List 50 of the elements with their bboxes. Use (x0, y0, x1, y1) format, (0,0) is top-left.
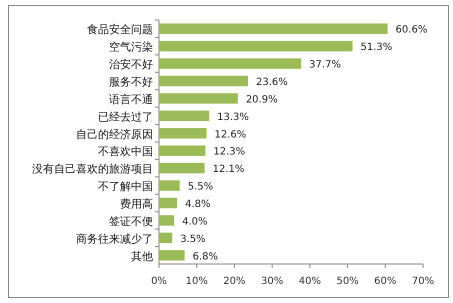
bar (159, 110, 210, 122)
data-label: 51.3% (360, 42, 392, 54)
bar (159, 180, 180, 191)
data-label: 23.6% (256, 77, 288, 88)
bar (159, 198, 178, 208)
y-tick-label: 服务不好 (109, 76, 153, 88)
y-tick-label: 商务往来减少了 (76, 232, 153, 246)
bar (159, 250, 185, 261)
y-tick-label: 签证不便 (109, 214, 153, 228)
data-label: 4.0% (182, 216, 208, 228)
bar (159, 40, 352, 52)
y-tick-label: 自己的经济原因 (76, 128, 153, 141)
bar (159, 58, 302, 69)
bar (159, 76, 248, 86)
y-tick-label: 已经去过了 (98, 110, 153, 124)
data-label: 12.3% (213, 146, 246, 158)
y-tick-label: 不喜欢中国 (98, 145, 153, 158)
y-tick-label: 其他 (131, 250, 153, 263)
bar (159, 145, 206, 156)
x-tick-label: 10% (186, 276, 208, 287)
bar (159, 162, 205, 174)
data-label: 37.7% (309, 60, 341, 71)
x-tick-label: 0% (151, 276, 167, 287)
bar (159, 128, 207, 139)
y-tick-label: 治安不好 (109, 58, 153, 72)
x-tick-label: 70% (412, 276, 434, 287)
y-tick-label: 食品安全问题 (87, 23, 153, 36)
bar (159, 93, 238, 104)
data-label: 4.8% (185, 199, 211, 210)
x-tick-label: 50% (336, 276, 359, 287)
x-tick-label: 60% (374, 276, 396, 287)
x-tick-label: 20% (223, 276, 246, 287)
x-tick-label: 40% (298, 276, 321, 287)
bar (159, 215, 174, 226)
data-label: 3.5% (180, 234, 206, 245)
data-label: 12.6% (214, 129, 246, 140)
y-tick-label: 不了解中国 (98, 180, 153, 194)
bar (159, 23, 388, 34)
y-tick-label: 空气污染 (109, 40, 153, 54)
x-tick-label: 30% (261, 276, 284, 287)
data-label: 12.1% (212, 164, 244, 176)
y-tick-label: 费用高 (120, 198, 153, 210)
bar (159, 232, 172, 244)
data-label: 6.8% (192, 251, 218, 262)
data-label: 20.9% (246, 94, 278, 106)
y-tick-label: 没有自己喜欢的旅游项目 (32, 162, 153, 176)
data-label: 60.6% (396, 24, 428, 36)
data-label: 5.5% (188, 182, 214, 193)
data-label: 13.3% (217, 112, 249, 123)
y-tick-label: 语言不通 (109, 92, 153, 106)
